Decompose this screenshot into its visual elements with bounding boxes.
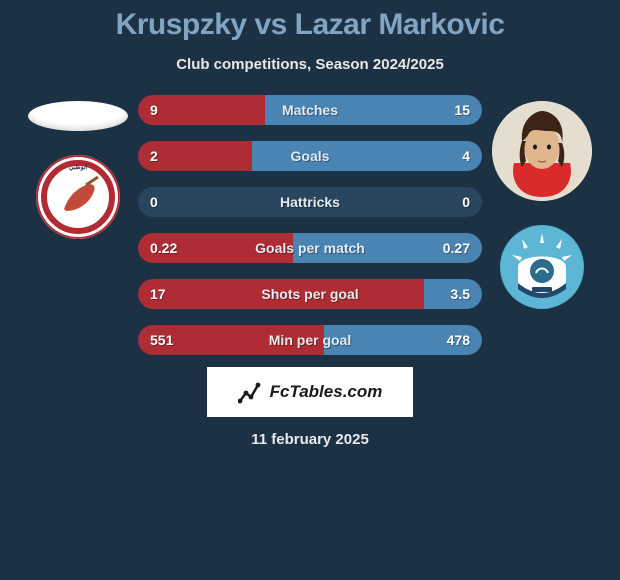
stat-label: Matches <box>282 102 338 118</box>
stat-value-left: 0.22 <box>150 240 177 256</box>
page-subtitle: Club competitions, Season 2024/2025 <box>176 56 444 73</box>
stat-value-left: 17 <box>150 286 166 302</box>
club2-logo-icon <box>500 225 584 309</box>
stat-label: Goals per match <box>255 240 365 256</box>
club1-logo-icon: أبوظبي <box>36 155 120 239</box>
brand-text: FcTables.com <box>270 382 383 402</box>
stat-row: 2 4 Goals <box>138 141 482 171</box>
stat-value-right: 0 <box>462 194 470 210</box>
brand-box: FcTables.com <box>207 367 413 417</box>
stat-label: Shots per goal <box>261 286 358 302</box>
player2-club-badge <box>500 225 584 309</box>
stat-value-right: 4 <box>462 148 470 164</box>
stat-value-right: 3.5 <box>451 286 470 302</box>
comparison-row: أبوظبي 915Matches24Goals00Hattricks0.220… <box>0 95 620 355</box>
stat-value-right: 0.27 <box>443 240 470 256</box>
stat-row: 551 478 Min per goal <box>138 325 482 355</box>
stat-label: Hattricks <box>280 194 340 210</box>
stat-row: 17 3.5 Shots per goal <box>138 279 482 309</box>
stat-value-left: 2 <box>150 148 158 164</box>
stats-column: 9 15 Matches 2 4 Goals 0 0 Hattricks 0.22 0.27 Goal… <box>138 95 482 355</box>
stat-value-left: 0 <box>150 194 158 210</box>
player1-column: أبوظبي <box>18 95 138 239</box>
stat-value-left: 9 <box>150 102 158 118</box>
stat-value-right: 15 <box>454 102 470 118</box>
stat-row: 0.22 0.27 Goals per match <box>138 233 482 263</box>
page-title: Kruspzky vs Lazar Markovic <box>116 8 505 42</box>
footer-date: 11 february 2025 <box>251 431 369 448</box>
stat-label: Goals <box>291 148 330 164</box>
stat-row: 0 0 Hattricks <box>138 187 482 217</box>
stat-value-left: 551 <box>150 332 173 348</box>
player1-avatar <box>28 101 128 131</box>
stat-bar-right <box>252 141 482 171</box>
player2-column <box>482 95 602 309</box>
player1-club-badge: أبوظبي <box>36 155 120 239</box>
stat-value-right: 478 <box>447 332 470 348</box>
fctables-logo-icon <box>238 379 264 405</box>
player2-avatar <box>492 101 592 201</box>
stat-row: 9 15 Matches <box>138 95 482 125</box>
stat-label: Min per goal <box>269 332 351 348</box>
